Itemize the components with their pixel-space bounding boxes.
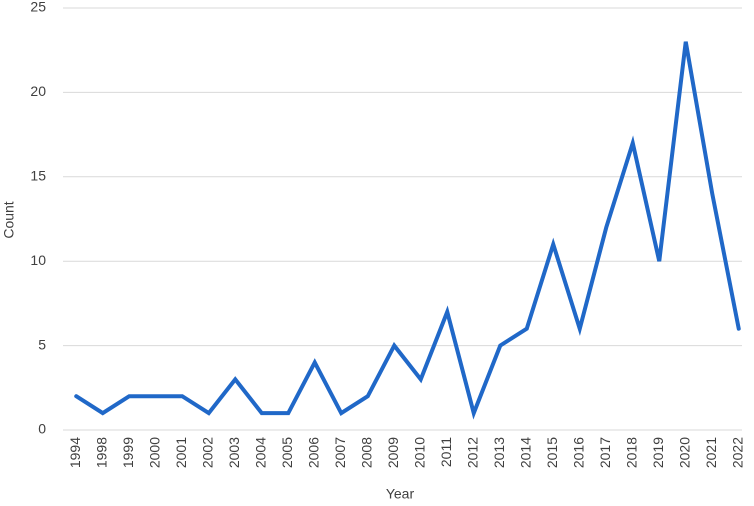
x-tick-label: 2016 [570, 437, 586, 468]
data-line [74, 41, 741, 420]
x-tick-label: 2003 [226, 437, 242, 468]
x-tick-label: 1994 [67, 437, 83, 468]
x-tick-label: 2017 [597, 437, 613, 468]
x-tick-label: 2005 [279, 437, 295, 468]
y-tick-label: 10 [30, 252, 46, 268]
y-tick-label: 0 [38, 421, 46, 437]
x-tick-label: 1998 [93, 437, 109, 468]
x-tick-label: 2000 [146, 437, 162, 468]
x-tick-label: 2001 [173, 437, 189, 468]
x-tick-label: 1999 [120, 437, 136, 468]
x-tick-label: 2010 [411, 437, 427, 468]
x-tick-label: 2008 [358, 437, 374, 468]
x-tick-label: 2007 [332, 437, 348, 468]
x-tick-label: 2022 [729, 437, 745, 468]
y-tick-label: 15 [30, 168, 46, 184]
x-tick-label: 2021 [703, 437, 719, 468]
x-tick-label: 2019 [650, 437, 666, 468]
x-axis-title: Year [386, 486, 415, 502]
y-tick-label: 25 [30, 0, 46, 15]
x-tick-label: 2020 [676, 437, 692, 468]
x-tick-label: 2004 [252, 437, 268, 468]
y-tick-label: 5 [38, 336, 46, 352]
x-tick-label: 2006 [305, 437, 321, 468]
x-tick-label: 2015 [544, 437, 560, 468]
x-tick-label: 2009 [385, 437, 401, 468]
x-tick-label: 2013 [491, 437, 507, 468]
y-axis-title: Count [1, 201, 17, 238]
x-tick-label: 2002 [199, 437, 215, 468]
x-tick-label: 2014 [517, 437, 533, 468]
x-tick-label: 2018 [623, 437, 639, 468]
x-tick-label: 2012 [464, 437, 480, 468]
y-tick-label: 20 [30, 83, 46, 99]
x-tick-label: 2011 [438, 437, 454, 467]
